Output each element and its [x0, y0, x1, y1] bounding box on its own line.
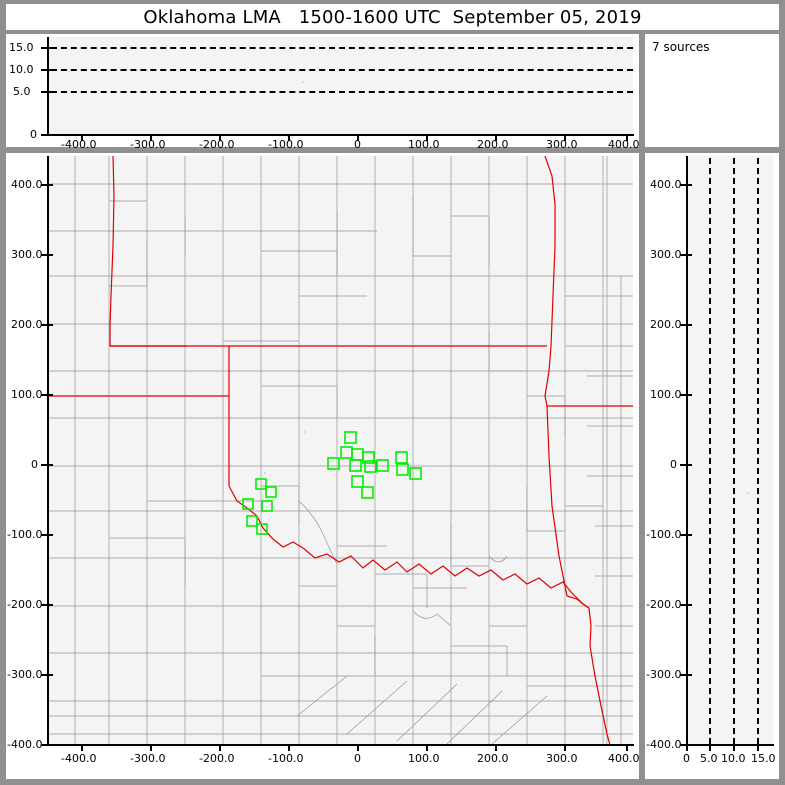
plan-view-map-panel[interactable] [6, 153, 639, 779]
map-plot-area[interactable] [47, 156, 633, 745]
map-geography [47, 156, 633, 745]
state-boundaries [47, 156, 633, 745]
height-cross-section-panel[interactable] [645, 153, 779, 779]
window-title-bar: Oklahoma LMA 1500-1600 UTC September 05,… [6, 4, 779, 30]
height-cross-section-plot-area[interactable] [686, 156, 773, 745]
time-height-panel[interactable] [6, 34, 639, 147]
time-height-plot-area[interactable] [47, 37, 633, 135]
county-boundaries [47, 156, 633, 745]
height-cross-section-scatter [747, 492, 749, 494]
time-height-scatter [302, 46, 397, 83]
source-markers [242, 431, 422, 535]
sources-info-panel: 7 sources [645, 34, 779, 147]
page-title: Oklahoma LMA 1500-1600 UTC September 05,… [143, 6, 642, 28]
sources-count-label: 7 sources [652, 40, 710, 54]
